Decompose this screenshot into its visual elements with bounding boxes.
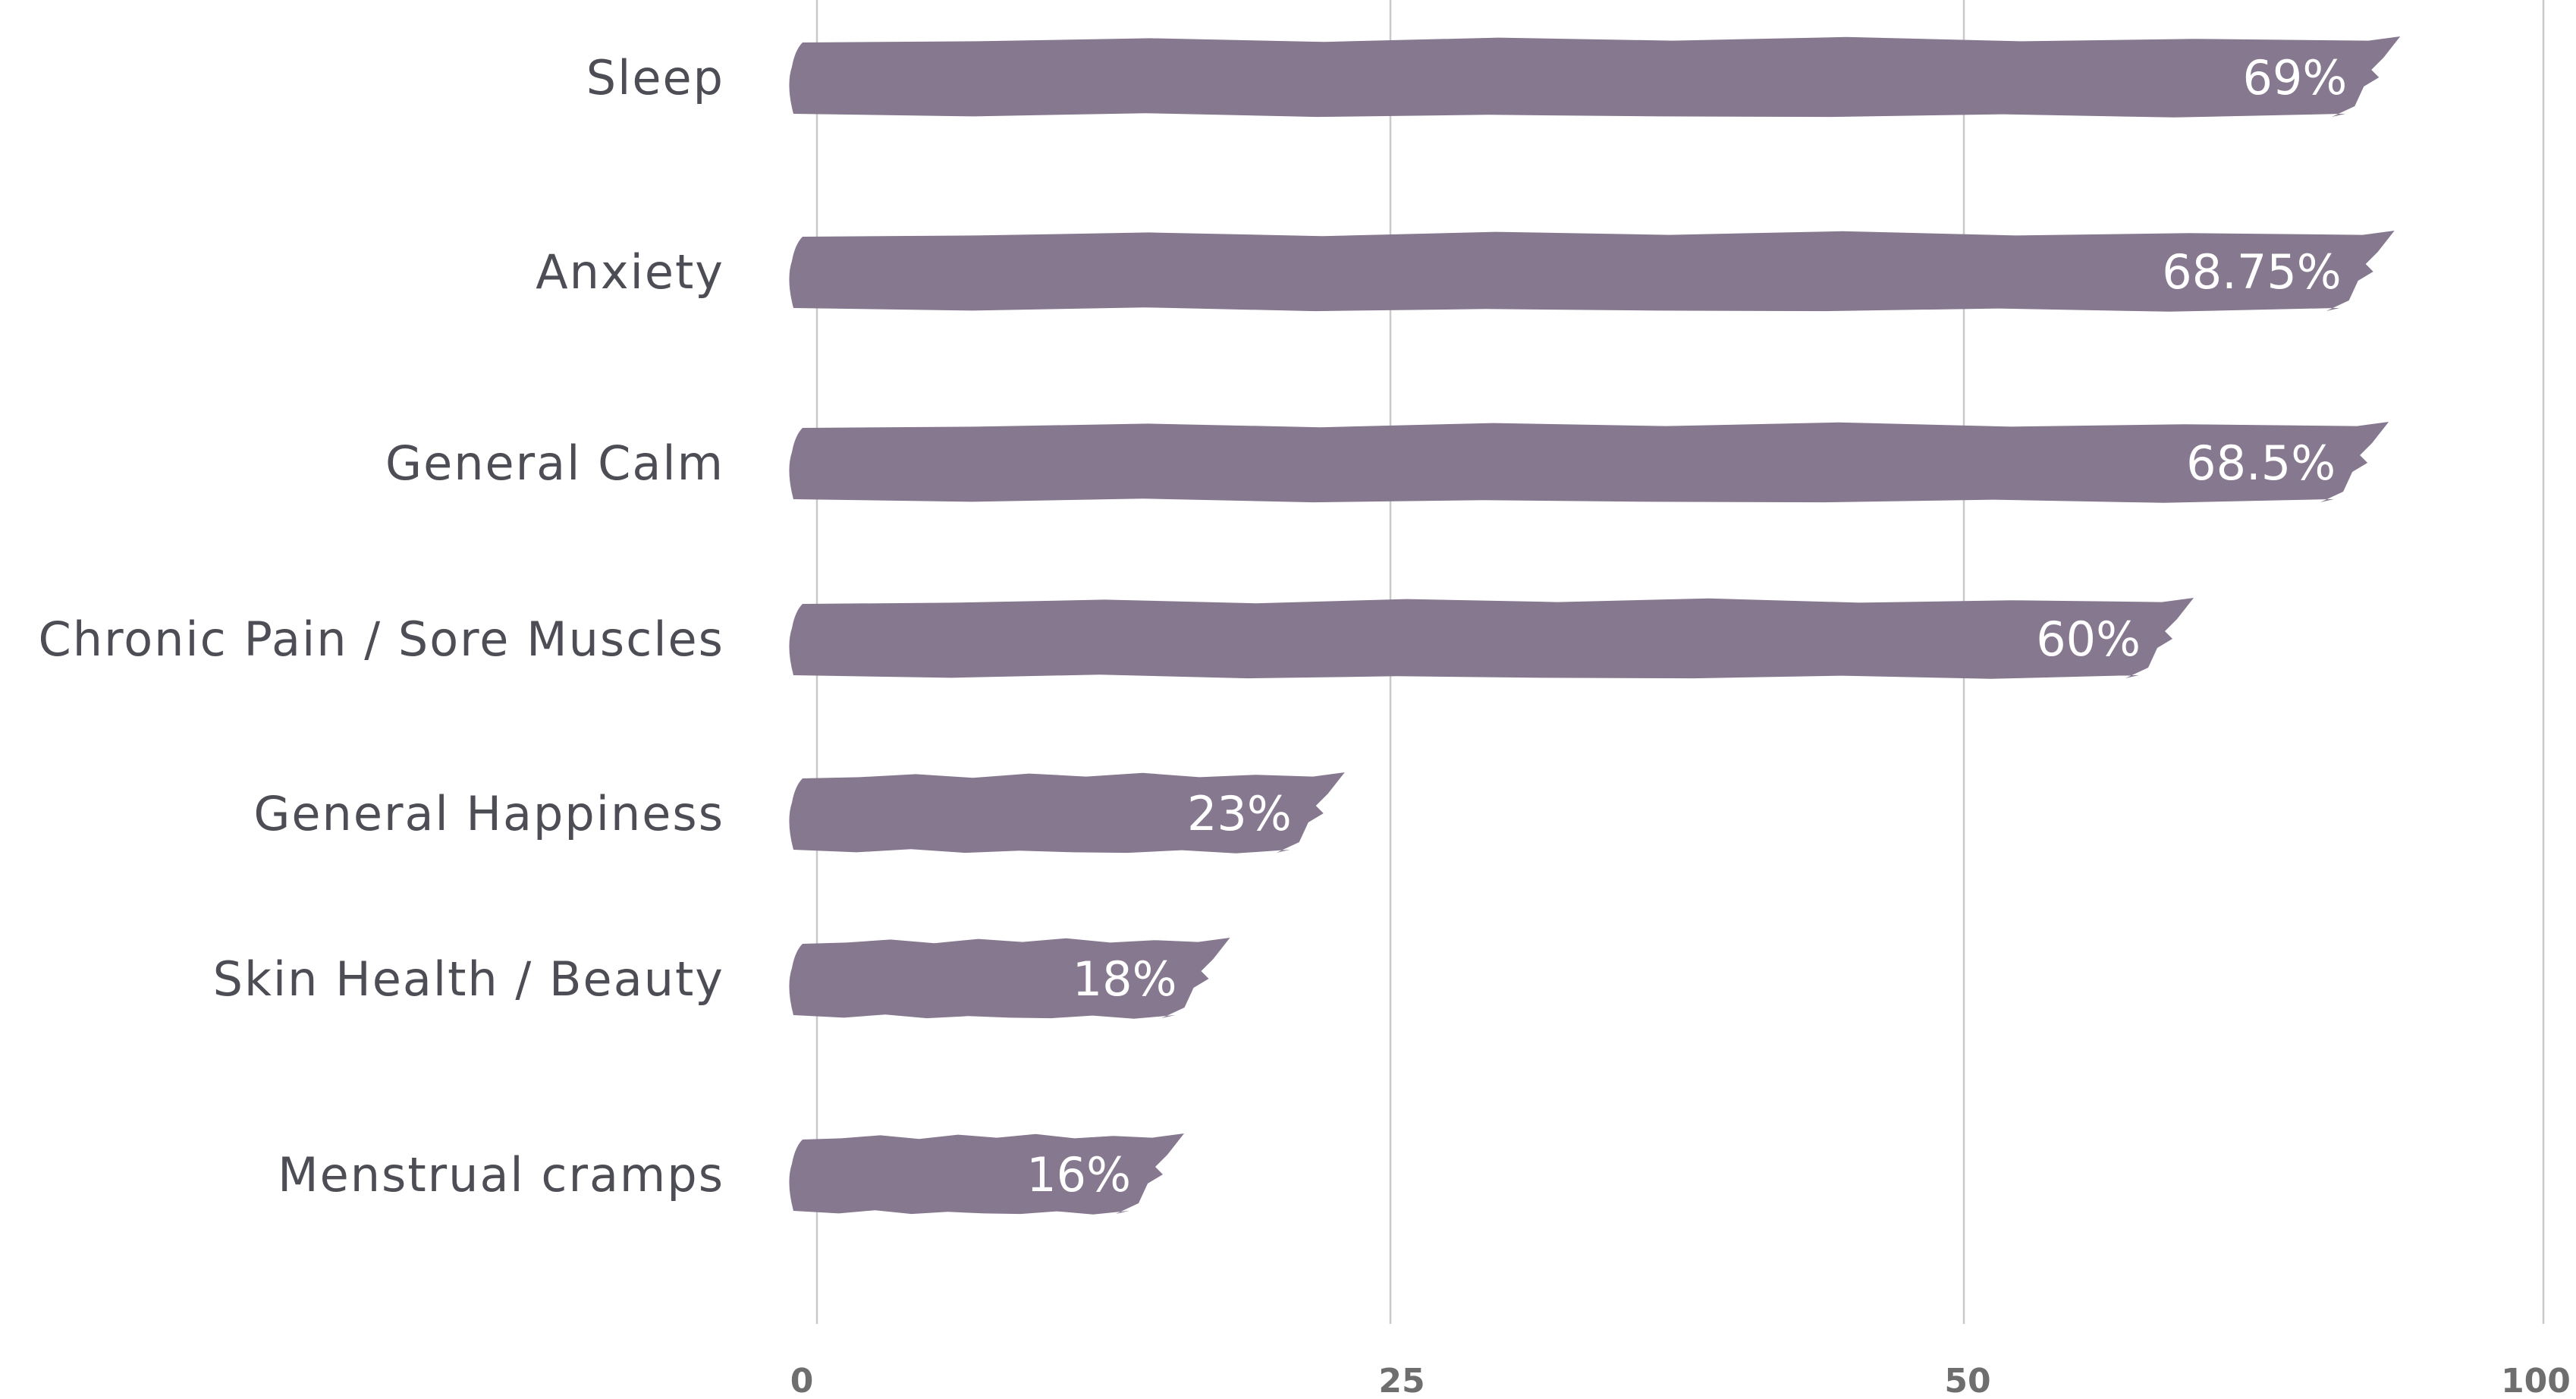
- category-labels: Sleep Anxiety General Calm Chronic Pain / S…: [38, 50, 724, 1203]
- bar: [789, 231, 2395, 312]
- value-label: 16%: [1026, 1147, 1131, 1203]
- bar: [789, 422, 2389, 503]
- bar: [789, 938, 1230, 1019]
- bar: [789, 36, 2401, 118]
- value-label: 23%: [1187, 786, 1292, 841]
- value-label: 68.75%: [2162, 244, 2341, 300]
- category-label: General Calm: [385, 435, 724, 491]
- bars: [789, 36, 2401, 1215]
- x-tick-label: 0: [790, 1362, 814, 1399]
- value-label: 18%: [1073, 951, 1177, 1007]
- x-tick-label: 100: [2501, 1362, 2571, 1399]
- value-label: 69%: [2242, 50, 2347, 105]
- category-label: Chronic Pain / Sore Muscles: [38, 611, 724, 667]
- category-label: Menstrual cramps: [278, 1147, 724, 1203]
- bar: [789, 1133, 1184, 1215]
- bar: [789, 772, 1345, 854]
- value-label: 68.5%: [2186, 435, 2336, 491]
- category-label: General Happiness: [253, 786, 724, 841]
- category-label: Sleep: [586, 50, 724, 105]
- x-axis-ticks: 0 25 50 100: [790, 1362, 2571, 1399]
- bar: [789, 598, 2194, 679]
- category-label: Skin Health / Beauty: [213, 951, 724, 1007]
- x-tick-label: 50: [1944, 1362, 1990, 1399]
- x-tick-label: 25: [1378, 1362, 1425, 1399]
- category-label: Anxiety: [536, 244, 724, 300]
- value-labels: 69% 68.75% 68.5% 60% 23% 18% 16%: [1026, 50, 2347, 1203]
- value-label: 60%: [2036, 611, 2141, 667]
